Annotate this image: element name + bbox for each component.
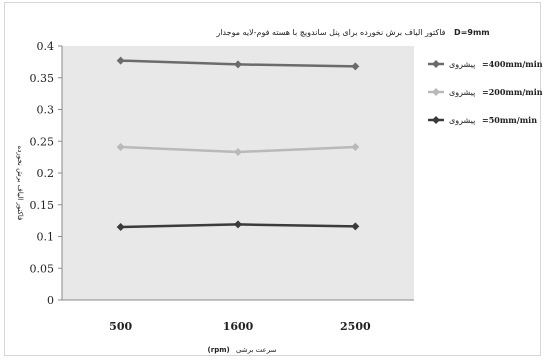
data-point [116, 222, 125, 231]
series-2 [116, 142, 360, 157]
x-axis-label: (rpm) سرعت برشی [208, 346, 277, 354]
y-tick-label: 0.2 [37, 167, 55, 180]
data-point [351, 62, 360, 71]
data-point [351, 222, 360, 231]
chart-title: فاکتور الیاف برش نخورده برای پنل ساندویچ… [215, 28, 489, 37]
data-point [234, 220, 242, 229]
y-tick-label: 0.05 [30, 262, 55, 275]
legend-marker [432, 116, 440, 124]
y-tick-label: 0 [47, 294, 54, 307]
data-point [234, 148, 242, 157]
x-tick-label: 500 [109, 320, 132, 333]
x-tick-labels: 500 1600 2500 [109, 320, 371, 333]
x-axis-unit: (rpm) [208, 346, 230, 354]
data-point [116, 56, 125, 65]
data-point [116, 142, 125, 151]
legend-item-3: پیشروی =50mm/min [428, 115, 537, 125]
x-axis-title: سرعت برشی [236, 346, 277, 354]
y-tick-label: 0.25 [30, 135, 55, 148]
data-point [351, 142, 360, 151]
series-layer [116, 56, 360, 231]
chart-title-text: فاکتور الیاف برش نخورده برای پنل ساندویچ… [215, 28, 445, 37]
x-tick-label: 1600 [223, 320, 254, 333]
data-point [234, 60, 242, 69]
y-tick-label: 0.4 [37, 40, 55, 53]
legend-value: =400mm/min [482, 59, 543, 69]
series-3 [116, 220, 360, 231]
y-axis-label: فاکتور الیاف برش نخورده [16, 146, 24, 221]
legend-marker [432, 88, 440, 96]
legend-label: پیشروی [449, 60, 475, 69]
legend-value: =50mm/min [482, 115, 537, 125]
legend: پیشروی =400mm/min پیشروی =200mm/min پیشروی =5… [428, 59, 543, 125]
legend-label: پیشروی [449, 88, 475, 97]
legend-item-1: پیشروی =400mm/min [428, 59, 543, 69]
x-tick-label: 2500 [340, 320, 371, 333]
legend-label: پیشروی [449, 116, 475, 125]
y-tick-label: 0.1 [37, 231, 55, 244]
y-tick-label: 0.15 [30, 199, 55, 212]
series-1 [116, 56, 360, 71]
plot-area [62, 46, 414, 300]
y-tick-label: 0.35 [30, 72, 55, 85]
legend-value: =200mm/min [482, 87, 543, 97]
y-tick-labels: 0 0.05 0.1 0.15 0.2 0.25 0.3 0.35 0.4 [30, 40, 62, 307]
legend-marker [432, 60, 440, 68]
legend-item-2: پیشروی =200mm/min [428, 87, 543, 97]
y-tick-label: 0.3 [37, 104, 55, 117]
chart-title-tag: D=9mm [454, 28, 490, 37]
